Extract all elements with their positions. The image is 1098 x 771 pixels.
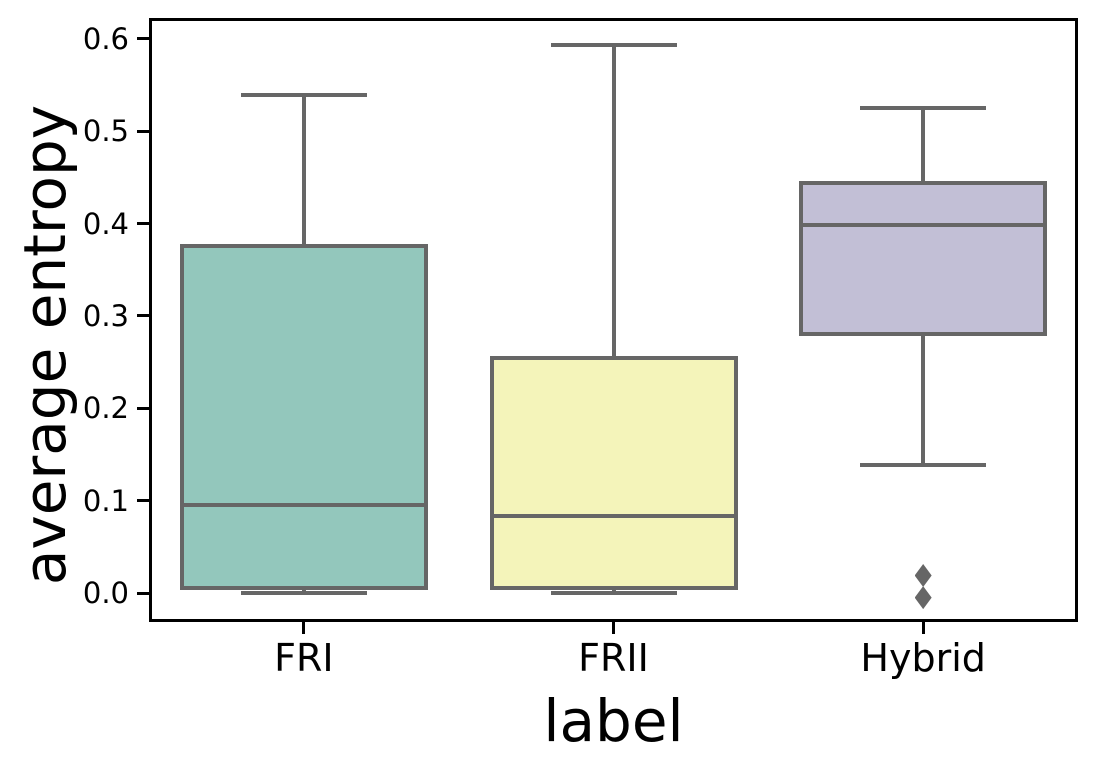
median-line — [799, 223, 1048, 228]
upper-whisker-cap — [860, 106, 987, 111]
lower-whisker — [301, 588, 306, 593]
y-axis-tick-label: 0.1 — [82, 483, 129, 518]
median-line — [179, 503, 428, 508]
box-hybrid — [799, 181, 1048, 336]
lower-whisker — [611, 588, 616, 593]
lower-whisker-cap — [240, 591, 367, 595]
y-axis-tick-label: 0.3 — [82, 298, 129, 333]
y-axis-tick — [137, 314, 149, 318]
box-fri — [179, 243, 428, 591]
x-axis-tick-label: Hybrid — [860, 636, 986, 680]
x-axis-label: label — [543, 687, 684, 755]
upper-whisker-cap — [550, 43, 677, 48]
upper-whisker-cap — [240, 93, 367, 98]
y-axis-tick — [137, 591, 149, 595]
y-axis-tick-label: 0.5 — [82, 114, 129, 149]
x-axis-tick — [921, 622, 925, 634]
y-axis-tick — [137, 222, 149, 226]
y-axis-tick-label: 0.6 — [82, 21, 129, 56]
upper-whisker — [921, 108, 926, 183]
upper-whisker — [611, 45, 616, 359]
y-axis-tick-label: 0.4 — [82, 206, 129, 241]
median-line — [489, 514, 738, 519]
lower-whisker-cap — [860, 462, 987, 467]
y-axis-tick — [137, 129, 149, 133]
y-axis-tick — [137, 406, 149, 410]
x-axis-tick — [302, 622, 306, 634]
outlier-marker — [914, 563, 932, 587]
lower-whisker — [921, 333, 926, 465]
x-axis-tick-label: FRII — [578, 636, 649, 680]
upper-whisker — [301, 95, 306, 246]
box-frii — [489, 356, 738, 591]
x-axis-tick-label: FRI — [274, 636, 334, 680]
outlier-marker — [914, 586, 932, 610]
x-axis-tick — [612, 622, 615, 634]
y-axis-tick-label: 0.2 — [82, 391, 129, 426]
y-axis-tick — [137, 499, 149, 503]
lower-whisker-cap — [550, 591, 677, 595]
y-axis-tick-label: 0.0 — [82, 576, 129, 610]
y-axis-tick — [137, 37, 149, 41]
